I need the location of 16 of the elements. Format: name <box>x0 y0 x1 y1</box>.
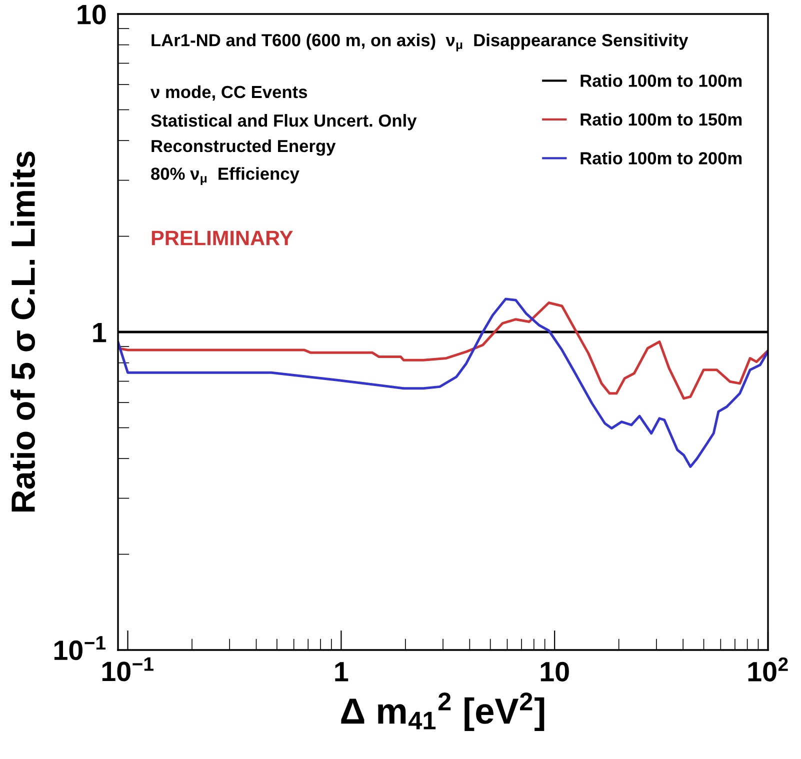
x-tick-label: 1 <box>335 662 348 682</box>
annotation: Reconstructed Energy <box>152 139 336 156</box>
x-tick-label: 10$^{2}$ <box>748 657 788 682</box>
y-axis-title: Ratio of 5 σ C.L. Limits <box>10 152 36 512</box>
annotation: Statistical and Flux Uncert. Only <box>151 114 417 130</box>
y-tick-label: 10 <box>78 4 106 24</box>
y-tick-label: 1 <box>93 322 106 342</box>
x-tick-label: 10 <box>540 662 569 682</box>
legend-label: Ratio 100m to 200m <box>580 152 742 164</box>
annotation: LAr1-ND and T600 (600 m, on axis) ν$_{μ}$ Disappearance Sensitivity <box>152 34 688 52</box>
annotation: PRELIMINARY <box>152 230 293 246</box>
legend-label: Ratio 100m to 150m <box>580 112 742 126</box>
annotation: ν mode, CC Events <box>150 85 308 101</box>
legend-label: Ratio 100m to 100m <box>580 74 742 87</box>
x-axis-title: Δ m$_{41}$$^{2}$ [eV$^{2}$] <box>341 692 544 732</box>
annotation: 80% ν$_{μ}$ Efficiency <box>151 167 300 185</box>
